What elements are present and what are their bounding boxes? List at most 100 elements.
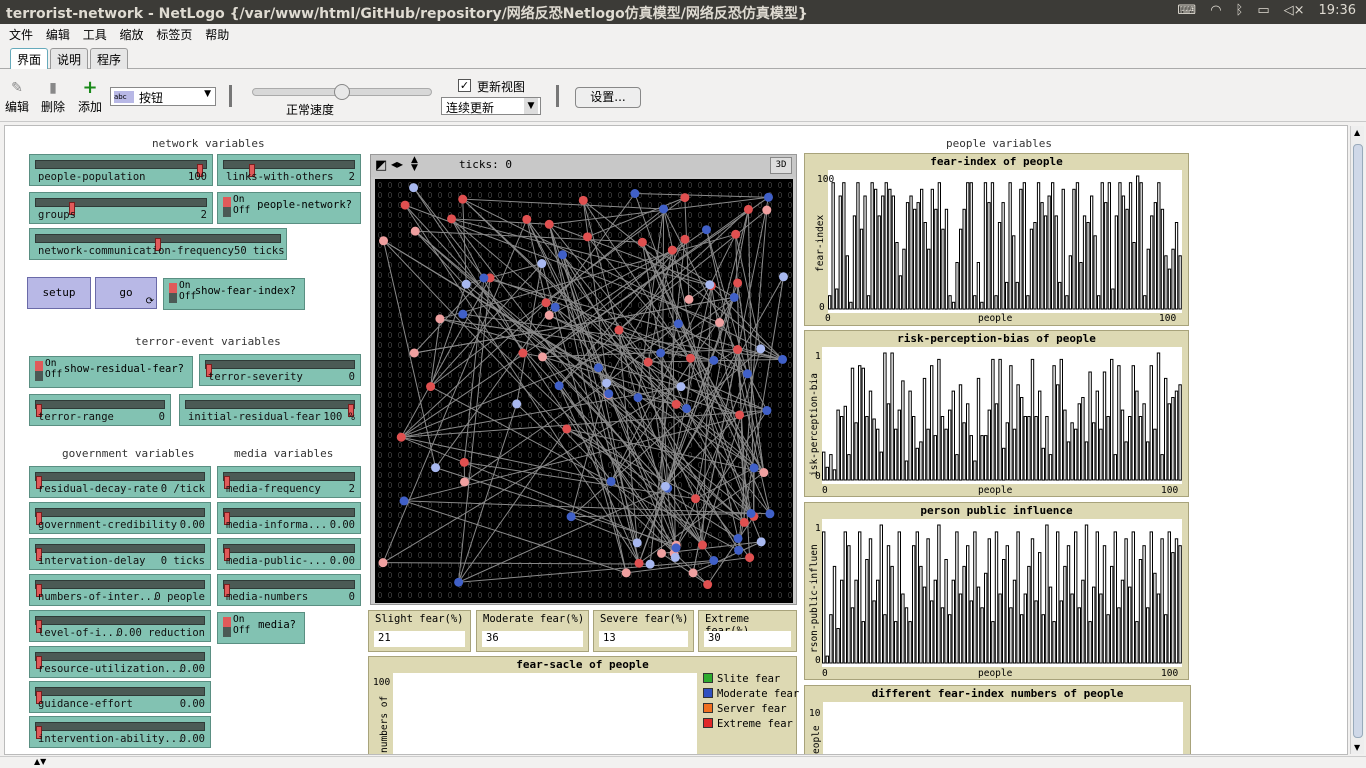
- person-agent[interactable]: [765, 509, 775, 519]
- person-agent[interactable]: [659, 204, 669, 214]
- person-agent[interactable]: [684, 294, 694, 304]
- switch-show-fear-index[interactable]: On Off show-fear-index?: [163, 278, 305, 310]
- person-agent[interactable]: [701, 225, 711, 235]
- person-agent[interactable]: [566, 512, 576, 522]
- tab-info[interactable]: 说明: [50, 48, 89, 69]
- clock[interactable]: 19:36: [1318, 3, 1356, 18]
- person-agent[interactable]: [459, 457, 469, 467]
- slider-intervention-ability[interactable]: intervention-ability... 0.00: [29, 716, 211, 748]
- delete-button[interactable]: ▮ 删除: [40, 80, 66, 115]
- switch-toggle[interactable]: [35, 361, 43, 381]
- person-agent[interactable]: [602, 378, 612, 388]
- slider-media-information[interactable]: media-informa... 0.00: [217, 502, 361, 534]
- person-agent[interactable]: [688, 568, 698, 578]
- person-agent[interactable]: [671, 543, 681, 553]
- scrollbar-thumb[interactable]: [1353, 144, 1363, 738]
- slider-network-communication-frequency[interactable]: network-communication-frequency 50 ticks: [29, 228, 287, 260]
- person-agent[interactable]: [554, 381, 564, 391]
- person-agent[interactable]: [558, 250, 568, 260]
- person-agent[interactable]: [458, 309, 468, 319]
- slider-numbers-of-intervention[interactable]: numbers-of-inter... 0 people: [29, 574, 211, 606]
- person-agent[interactable]: [522, 214, 532, 224]
- person-agent[interactable]: [400, 200, 410, 210]
- person-agent[interactable]: [435, 314, 445, 324]
- person-agent[interactable]: [680, 234, 690, 244]
- person-agent[interactable]: [671, 399, 681, 409]
- person-agent[interactable]: [715, 318, 725, 328]
- person-agent[interactable]: [378, 558, 388, 568]
- menu-file[interactable]: 文件: [9, 28, 34, 42]
- person-agent[interactable]: [426, 382, 436, 392]
- slider-guidance-effort[interactable]: guidance-effort 0.00: [29, 681, 211, 713]
- person-agent[interactable]: [670, 552, 680, 562]
- person-agent[interactable]: [512, 399, 522, 409]
- wifi-icon[interactable]: ◠: [1210, 3, 1222, 18]
- person-agent[interactable]: [697, 540, 707, 550]
- person-agent[interactable]: [537, 259, 547, 269]
- person-agent[interactable]: [637, 237, 647, 247]
- 3d-button[interactable]: 3D: [770, 157, 792, 174]
- scroll-up-icon[interactable]: ▲: [1354, 128, 1361, 137]
- person-agent[interactable]: [633, 393, 643, 403]
- person-agent[interactable]: [634, 558, 644, 568]
- person-agent[interactable]: [746, 508, 756, 518]
- switch-toggle[interactable]: [169, 283, 177, 303]
- scroll-down-icon[interactable]: ▼: [1354, 743, 1361, 752]
- slider-terror-range[interactable]: terror-range 0: [29, 394, 171, 426]
- person-agent[interactable]: [682, 403, 692, 413]
- slider-residual-decay-rate[interactable]: residual-decay-rate 0 /tick: [29, 466, 211, 498]
- slider-media-numbers[interactable]: media-numbers 0: [217, 574, 361, 606]
- person-agent[interactable]: [614, 325, 624, 335]
- person-agent[interactable]: [562, 424, 572, 434]
- switch-toggle[interactable]: [223, 197, 231, 217]
- speed-slider-knob[interactable]: [334, 84, 350, 100]
- menu-tools[interactable]: 工具: [82, 28, 107, 42]
- person-agent[interactable]: [733, 533, 743, 543]
- person-agent[interactable]: [409, 348, 419, 358]
- menu-zoom[interactable]: 缩放: [119, 28, 144, 42]
- view-horizontal-icon[interactable]: ◂▸: [391, 157, 404, 171]
- person-agent[interactable]: [667, 245, 677, 255]
- slider-media-frequency[interactable]: media-frequency 2: [217, 466, 361, 498]
- person-agent[interactable]: [541, 298, 551, 308]
- volume-mute-icon[interactable]: ◁×: [1283, 3, 1305, 18]
- person-agent[interactable]: [660, 481, 670, 491]
- person-agent[interactable]: [733, 345, 743, 355]
- person-agent[interactable]: [709, 556, 719, 566]
- person-agent[interactable]: [632, 538, 642, 548]
- person-agent[interactable]: [544, 310, 554, 320]
- speed-slider[interactable]: [252, 84, 432, 100]
- slider-groups[interactable]: groups 2: [29, 192, 213, 224]
- battery-icon[interactable]: ▭: [1257, 3, 1270, 18]
- person-agent[interactable]: [454, 577, 464, 587]
- person-agent[interactable]: [756, 537, 766, 547]
- setup-button[interactable]: setup: [27, 277, 91, 309]
- update-mode-select[interactable]: 连续更新 ▼: [441, 97, 541, 115]
- update-view-checkbox[interactable]: ✓: [458, 79, 471, 92]
- person-agent[interactable]: [518, 348, 528, 358]
- person-agent[interactable]: [643, 357, 653, 367]
- collapse-icon[interactable]: ▲▼: [34, 757, 47, 766]
- widget-type-select[interactable]: abc 按钮 ▼: [110, 87, 216, 106]
- person-agent[interactable]: [685, 353, 695, 363]
- slider-resource-utilization[interactable]: resource-utilization... 0.00: [29, 646, 211, 678]
- switch-media[interactable]: On Off media?: [217, 612, 305, 644]
- keyboard-icon[interactable]: ⌨: [1177, 3, 1197, 18]
- person-agent[interactable]: [735, 410, 745, 420]
- view-vertical-icon[interactable]: ▲ ▼: [411, 155, 418, 173]
- person-agent[interactable]: [762, 205, 772, 215]
- person-agent[interactable]: [703, 580, 713, 590]
- switch-show-residual-fear[interactable]: On Off show-residual-fear?: [29, 356, 193, 388]
- slider-level-of-intervention[interactable]: level-of-i... 0.00 reduction: [29, 610, 211, 642]
- slider-terror-severity[interactable]: terror-severity 0: [199, 354, 361, 386]
- person-agent[interactable]: [645, 559, 655, 569]
- person-agent[interactable]: [593, 363, 603, 373]
- person-agent[interactable]: [657, 548, 667, 558]
- slider-links-with-others[interactable]: links-with-others 2: [217, 154, 361, 186]
- slider-government-credibility[interactable]: government-credibility 0.00: [29, 502, 211, 534]
- person-agent[interactable]: [656, 348, 666, 358]
- person-agent[interactable]: [778, 272, 788, 282]
- person-agent[interactable]: [734, 545, 744, 555]
- command-center-handle[interactable]: ▲▼: [0, 756, 1366, 768]
- slider-intervation-delay[interactable]: intervation-delay 0 ticks: [29, 538, 211, 570]
